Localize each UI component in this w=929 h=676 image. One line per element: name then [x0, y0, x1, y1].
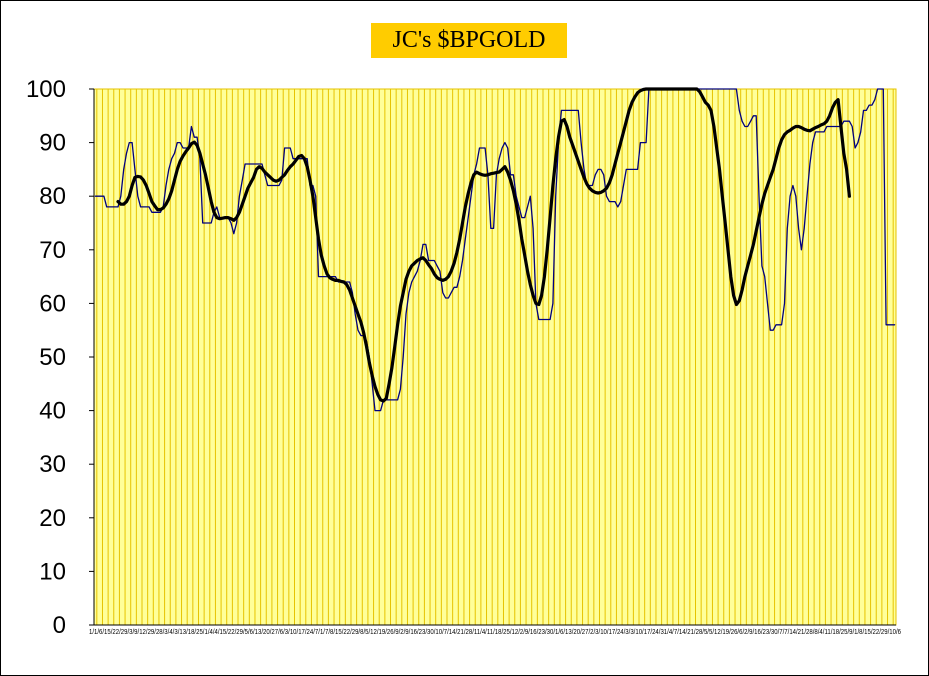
chart-title: JC's $BPGOLD: [371, 23, 567, 58]
bpgold-smoothed-line: [116, 87, 851, 403]
plot-area: [94, 89, 896, 625]
y-tick-label: 40: [39, 398, 66, 425]
vertical-gridlines: [96, 89, 894, 625]
y-tick-label: 20: [39, 505, 66, 532]
series-layer: [94, 87, 896, 412]
y-axis-ticks: 0 10 20 30 40 50 60 70 80 90 100: [26, 76, 94, 639]
y-tick-label: 10: [39, 558, 66, 585]
y-tick-label: 70: [39, 237, 66, 264]
x-axis-tick-labels: 1/1/6/15/22/29/3/9/12/29/28/3/4/3/13/18/…: [89, 629, 901, 636]
y-tick-label: 80: [39, 183, 66, 210]
y-tick-label: 0: [53, 612, 66, 639]
y-tick-label: 60: [39, 290, 66, 317]
y-tick-label: 30: [39, 451, 66, 478]
y-tick-label: 50: [39, 344, 66, 371]
y-tick-label: 100: [26, 76, 66, 103]
y-tick-label: 90: [39, 130, 66, 157]
